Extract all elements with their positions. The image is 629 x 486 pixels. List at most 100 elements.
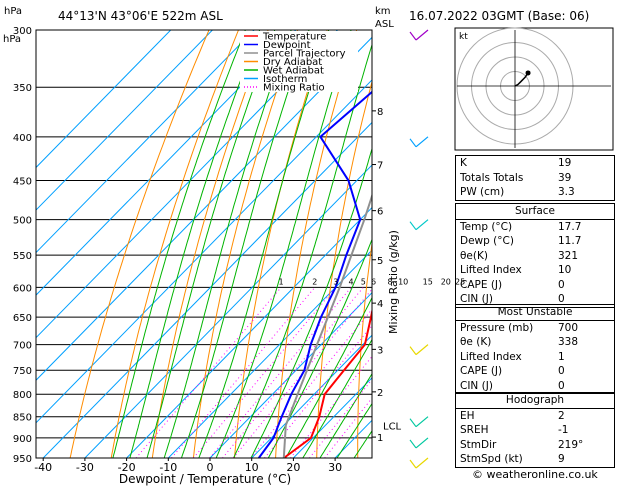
most-unstable-label: Pressure (mb)	[460, 321, 534, 334]
wind-barb-icon	[409, 439, 417, 449]
wet-adiabat-line	[181, 30, 310, 458]
isotherm-line	[84, 164, 372, 458]
pressure-tick-label: 900	[13, 434, 32, 445]
index-label: Totals Totals	[460, 171, 524, 184]
lcl-label: LCL	[383, 421, 402, 432]
pressure-tick-label: 400	[13, 133, 32, 144]
km-tick-label: 5	[377, 256, 383, 267]
legend-label: Dewpoint	[263, 40, 311, 51]
pressure-tick-label: 600	[13, 283, 32, 294]
hodograph-index-label: StmDir	[460, 438, 497, 451]
hodograph-index-row: StmSpd (kt) 9	[456, 452, 614, 467]
hodograph-index-label: EH	[460, 409, 475, 422]
wet-adiabat-line	[267, 238, 372, 458]
surface-row: Dewp (°C) 11.7	[456, 234, 614, 249]
mixing-ratio-label: 6	[371, 277, 376, 286]
legend-box	[240, 31, 358, 92]
pressure-tick-label: 750	[13, 366, 32, 377]
mixing-ratio-label: 1	[279, 277, 284, 286]
mixing-ratio-label: 3	[333, 277, 338, 286]
pressure-tick-label: 700	[13, 341, 32, 352]
km-tick-label: 4	[377, 299, 383, 310]
mixing-ratio-label: 8	[387, 277, 392, 286]
hodograph-index-row: SREH -1	[456, 423, 614, 438]
storm-motion-dot	[525, 70, 531, 76]
index-value: 3.3	[558, 186, 575, 198]
dry-adiabat-line	[69, 30, 210, 458]
index-value: 19	[558, 157, 572, 169]
hodograph-index-row: EH 2	[456, 409, 614, 424]
x-tick-label: -20	[118, 461, 136, 474]
left-axis-title: hPa	[3, 34, 21, 45]
mixing-ratio-label: 10	[398, 277, 408, 286]
index-row: PW (cm) 3.3	[456, 185, 614, 200]
mixing-ratio-label: 2	[312, 277, 317, 286]
isotherm-line	[36, 30, 297, 296]
isotherm-line	[251, 334, 372, 458]
surface-value: 11.7	[558, 235, 582, 247]
wind-barb-icon	[409, 31, 417, 41]
isotherm-line	[36, 36, 372, 381]
km-tick-label: 6	[377, 207, 383, 218]
wet-adiabat-line	[129, 30, 261, 458]
x-tick-label: -40	[34, 461, 52, 474]
dry-adiabat-line	[234, 30, 328, 458]
hodograph-index-label: SREH	[460, 424, 489, 436]
most-unstable-value: 0	[558, 365, 565, 377]
wet-adiabat-line	[285, 296, 372, 458]
wet-adiabat-line	[112, 30, 246, 458]
dry-adiabat-line	[192, 30, 299, 458]
mixing-ratio-line	[309, 378, 372, 458]
indices-top-table: K 19 Totals Totals 39 PW (cm) 3.3	[455, 155, 615, 201]
most-unstable-label: CAPE (J)	[460, 365, 503, 377]
hodograph-index-value: 2	[558, 409, 565, 422]
wet-adiabat-line	[215, 30, 352, 458]
isotherm-line	[42, 121, 372, 458]
pressure-tick-label: 300	[13, 26, 32, 37]
pressure-tick-label: 500	[13, 216, 32, 227]
isotherm-line	[36, 30, 255, 254]
pressure-tick-label: 650	[13, 313, 32, 324]
surface-label: Temp (°C)	[460, 220, 513, 233]
index-row: Totals Totals 39	[456, 171, 614, 186]
isotherm-line	[209, 291, 372, 458]
footer-credit[interactable]: © weatheronline.co.uk	[472, 468, 598, 481]
most-unstable-row: CIN (J) 0	[456, 379, 614, 394]
km-tick-label: 1	[377, 433, 383, 444]
surface-label: CAPE (J)	[460, 278, 503, 291]
hodograph-table: Hodograph EH 2 SREH -1 StmDir 219° StmSpd (kt)…	[455, 392, 615, 468]
surface-label: CIN (J)	[460, 293, 493, 305]
wet-adiabat-line	[302, 338, 372, 458]
wind-barb-icon	[409, 221, 417, 231]
series-line-temperature	[283, 307, 372, 458]
surface-value: 321	[558, 249, 579, 262]
wind-barb-icon	[415, 457, 429, 469]
location-title: 44°13'N 43°06'E 522m ASL	[58, 9, 223, 23]
wet-adiabat-line	[319, 372, 372, 458]
isotherm-line	[36, 79, 372, 424]
x-axis-title: Dewpoint / Temperature (°C)	[119, 472, 291, 486]
hodograph-index-row: StmDir 219°	[456, 438, 614, 453]
legend-label: Dry Adiabat	[263, 57, 322, 68]
mixing-ratio-line	[290, 355, 372, 458]
asl-label: ASL	[375, 19, 394, 30]
dry-adiabat-line	[110, 30, 239, 458]
wind-barb-icon	[415, 136, 429, 148]
surface-row: Temp (°C) 17.7	[456, 220, 614, 235]
hpa-label: hPa	[4, 6, 22, 17]
legend-label: Mixing Ratio	[263, 83, 325, 94]
mixing-ratio-line	[209, 287, 352, 458]
pressure-tick-label: 550	[13, 251, 32, 262]
wind-barb-icon	[415, 29, 429, 41]
legend-label: Temperature	[262, 32, 326, 43]
wind-barb-icon	[415, 416, 429, 428]
wet-adiabat-line	[233, 43, 372, 458]
pressure-tick-label: 800	[13, 390, 32, 401]
wet-adiabat-line	[146, 30, 276, 458]
surface-label: Lifted Index	[460, 264, 522, 276]
surface-value: 17.7	[558, 220, 582, 233]
index-label: K	[460, 157, 467, 169]
most-unstable-value: 0	[558, 379, 565, 392]
km-tick-label: 8	[377, 107, 383, 118]
